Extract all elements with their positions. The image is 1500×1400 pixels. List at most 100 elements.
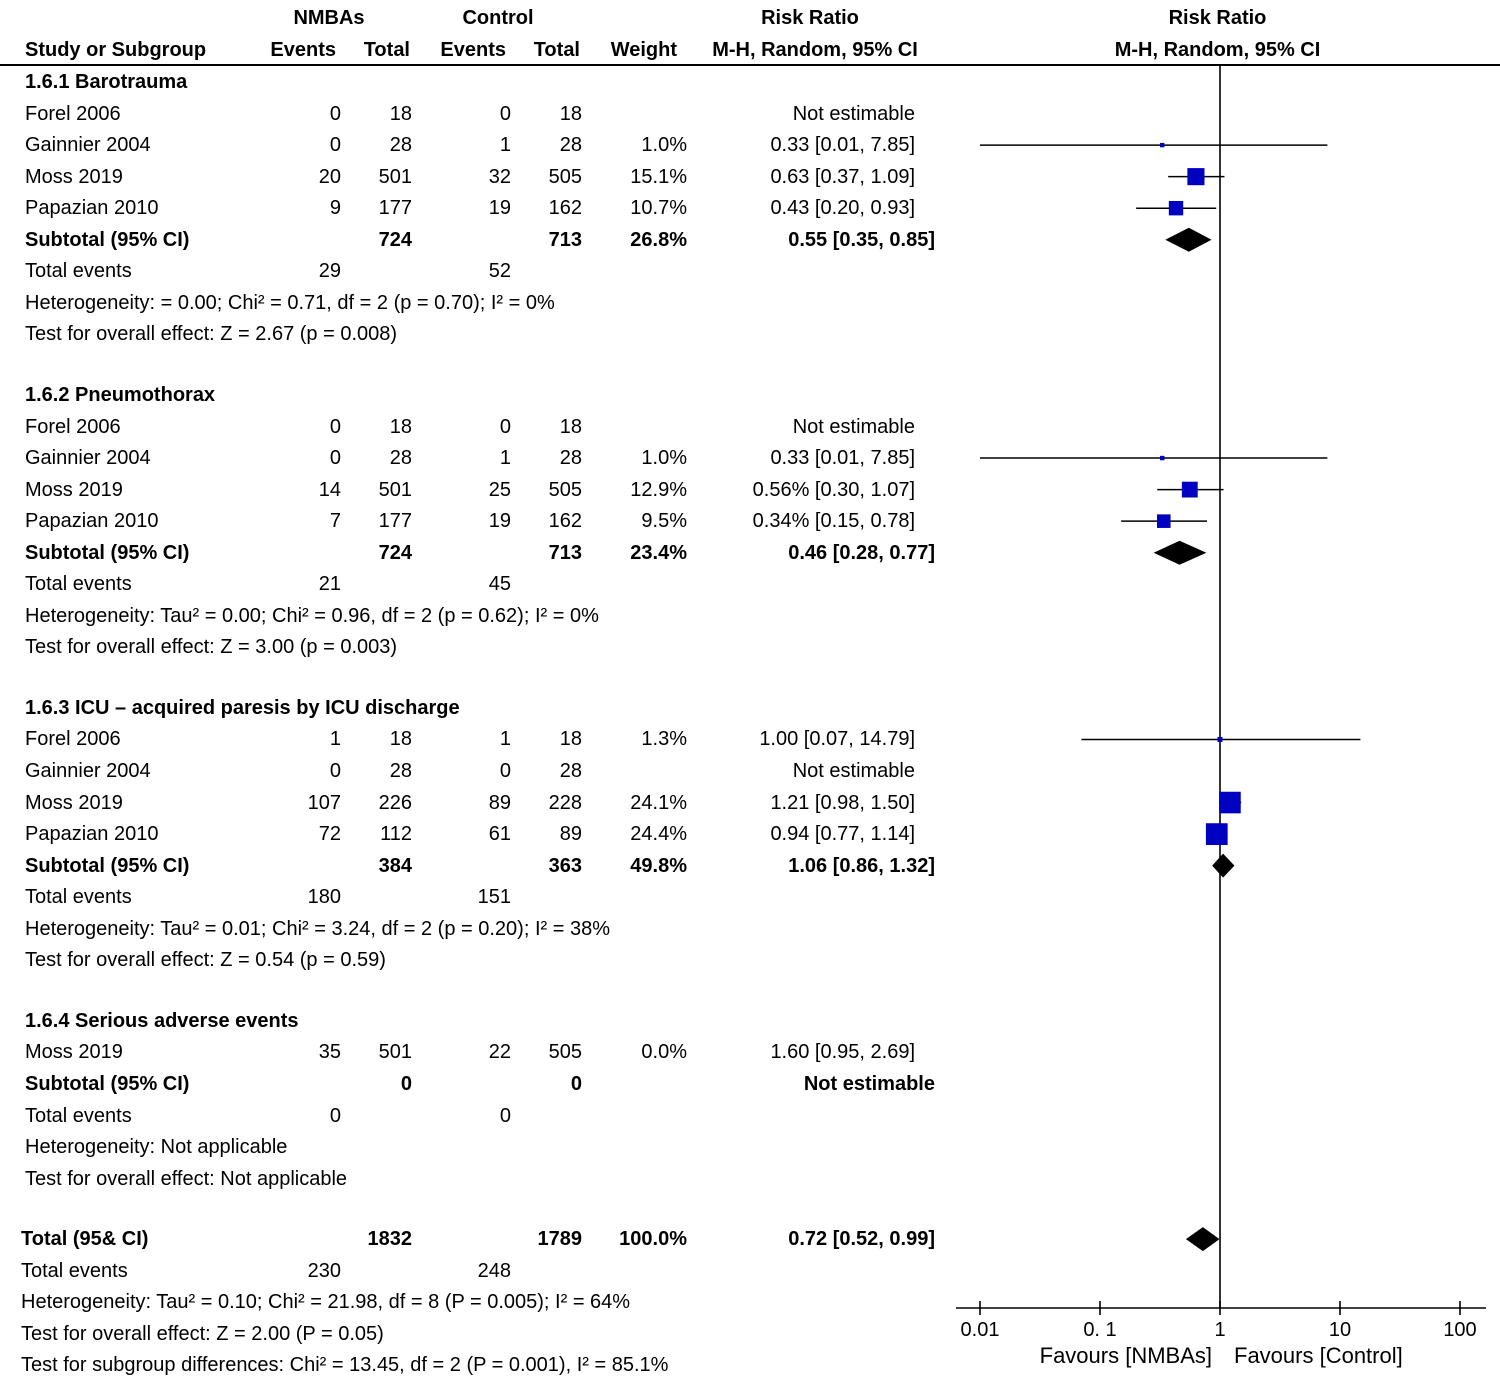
study-ci: 0.56% [0.30, 1.07] bbox=[752, 478, 915, 501]
study-e2: 19 bbox=[488, 510, 511, 533]
study-t1: 28 bbox=[389, 760, 412, 782]
summary-diamond bbox=[1212, 853, 1235, 878]
study-label: Moss 2019 bbox=[25, 791, 123, 814]
subtotal-t1: 724 bbox=[378, 541, 412, 564]
study-t1: 177 bbox=[378, 510, 412, 533]
total1-header: Total bbox=[363, 39, 410, 61]
heading-label: 1.6.1 Barotrauma bbox=[25, 71, 188, 93]
study-weight: 12.9% bbox=[630, 478, 687, 501]
rr-title-left: Risk Ratio bbox=[761, 7, 859, 29]
study-e1: 0 bbox=[329, 102, 341, 125]
weight-header: Weight bbox=[610, 39, 677, 61]
study-weight: 1.3% bbox=[641, 728, 687, 751]
summary-diamond bbox=[1185, 1227, 1220, 1252]
study-ci: Not estimable bbox=[792, 760, 915, 782]
x-tick-label: 1 bbox=[1214, 1319, 1225, 1341]
total-t1: 1832 bbox=[367, 1228, 413, 1251]
events-e2: 45 bbox=[488, 573, 511, 596]
study-e2: 25 bbox=[488, 478, 511, 501]
study-weight: 1.0% bbox=[641, 447, 687, 470]
subtotal-ci: 0.55 [0.35, 0.85] bbox=[788, 228, 935, 251]
study-ci: 0.63 [0.37, 1.09] bbox=[770, 165, 915, 188]
events-e1: 0 bbox=[329, 1104, 341, 1127]
study-e1: 9 bbox=[329, 197, 341, 220]
study-t2: 162 bbox=[548, 510, 582, 533]
study-t2: 228 bbox=[548, 791, 582, 814]
study-ci: 0.33 [0.01, 7.85] bbox=[770, 447, 915, 470]
events-e1: 21 bbox=[318, 573, 341, 596]
study-e2: 1 bbox=[499, 728, 511, 751]
study-marker bbox=[1160, 142, 1165, 148]
study-t2: 505 bbox=[548, 478, 582, 501]
subtotal-weight: 26.8% bbox=[630, 228, 687, 251]
study-t1: 18 bbox=[389, 102, 412, 125]
events-e1: 29 bbox=[318, 260, 341, 283]
x-tick-label: 10 bbox=[1329, 1319, 1351, 1341]
heading-label: 1.6.2 Pneumothorax bbox=[25, 383, 216, 406]
events-label: Total events bbox=[25, 1104, 132, 1127]
study-label: Papazian 2010 bbox=[25, 197, 159, 220]
study-e2: 22 bbox=[488, 1041, 511, 1064]
events-e1: 180 bbox=[307, 886, 341, 909]
text-label: Heterogeneity: Tau² = 0.01; Chi² = 3.24,… bbox=[25, 917, 610, 940]
x-tick-label: 100 bbox=[1443, 1319, 1476, 1341]
text-label: Test for overall effect: Not applicable bbox=[25, 1167, 348, 1190]
study-t1: 501 bbox=[378, 478, 412, 501]
study-ci: 1.60 [0.95, 2.69] bbox=[770, 1041, 915, 1064]
study-t2: 28 bbox=[559, 134, 582, 157]
study-e1: 20 bbox=[318, 165, 341, 188]
subtotal-label: Subtotal (95% CI) bbox=[25, 1072, 190, 1095]
study-ci: 1.00 [0.07, 14.79] bbox=[759, 728, 915, 751]
study-weight: 24.1% bbox=[630, 791, 687, 814]
study-label: Forel 2006 bbox=[25, 415, 121, 438]
study-ci: 1.21 [0.98, 1.50] bbox=[770, 791, 915, 814]
study-e1: 0 bbox=[329, 760, 341, 782]
study-e1: 1 bbox=[329, 728, 341, 751]
study-weight: 9.5% bbox=[641, 510, 687, 533]
text-label: Test for overall effect: Z = 3.00 (p = 0… bbox=[25, 636, 398, 659]
study-e1: 0 bbox=[329, 447, 341, 470]
text-label: Test for subgroup differences: Chi² = 13… bbox=[21, 1354, 669, 1377]
subtotal-ci: Not estimable bbox=[803, 1072, 935, 1095]
study-t2: 18 bbox=[559, 102, 582, 125]
text-label: Test for overall effect: Z = 0.54 (p = 0… bbox=[25, 949, 386, 972]
study-e1: 72 bbox=[318, 823, 341, 846]
summary-diamond bbox=[1165, 227, 1212, 252]
study-t2: 18 bbox=[559, 415, 582, 438]
study-e2: 0 bbox=[499, 760, 511, 782]
study-label: Gainnier 2004 bbox=[25, 134, 151, 157]
text-label: Test for overall effect: Z = 2.67 (p = 0… bbox=[25, 323, 398, 346]
total-ci: 0.72 [0.52, 0.99] bbox=[788, 1228, 935, 1251]
study-t2: 28 bbox=[559, 760, 582, 782]
study-label: Papazian 2010 bbox=[25, 823, 159, 846]
subtotal-label: Subtotal (95% CI) bbox=[25, 228, 190, 251]
subtotal-t2: 0 bbox=[570, 1072, 582, 1095]
study-e1: 107 bbox=[307, 791, 341, 814]
subtotal-t1: 724 bbox=[378, 228, 412, 251]
study-e2: 0 bbox=[499, 102, 511, 125]
text-label: Heterogeneity: = 0.00; Chi² = 0.71, df =… bbox=[25, 291, 555, 314]
group1-header: NMBAs bbox=[293, 7, 365, 29]
study-label: Moss 2019 bbox=[25, 478, 123, 501]
events-label: Total events bbox=[21, 1259, 128, 1282]
subtotal-weight: 49.8% bbox=[630, 854, 687, 877]
study-t2: 18 bbox=[559, 728, 582, 751]
text-label: Test for overall effect: Z = 2.00 (P = 0… bbox=[21, 1322, 384, 1345]
study-t2: 505 bbox=[548, 1041, 582, 1064]
study-e2: 1 bbox=[499, 447, 511, 470]
study-marker bbox=[1160, 455, 1165, 461]
x-tick-label: 0.01 bbox=[961, 1319, 1000, 1341]
study-label: Forel 2006 bbox=[25, 102, 121, 125]
subtotal-ci: 1.06 [0.86, 1.32] bbox=[788, 854, 935, 877]
study-ci: 0.94 [0.77, 1.14] bbox=[770, 823, 915, 846]
study-label: Gainnier 2004 bbox=[25, 447, 151, 470]
heading-label: 1.6.4 Serious adverse events bbox=[25, 1009, 299, 1032]
study-t1: 18 bbox=[389, 728, 412, 751]
subtotal-ci: 0.46 [0.28, 0.77] bbox=[788, 541, 935, 564]
subtotal-label: Subtotal (95% CI) bbox=[25, 541, 190, 564]
study-marker bbox=[1156, 514, 1171, 528]
text-label: Heterogeneity: Not applicable bbox=[25, 1136, 288, 1159]
study-marker bbox=[1187, 168, 1205, 186]
study-ci: 0.34% [0.15, 0.78] bbox=[752, 510, 915, 533]
